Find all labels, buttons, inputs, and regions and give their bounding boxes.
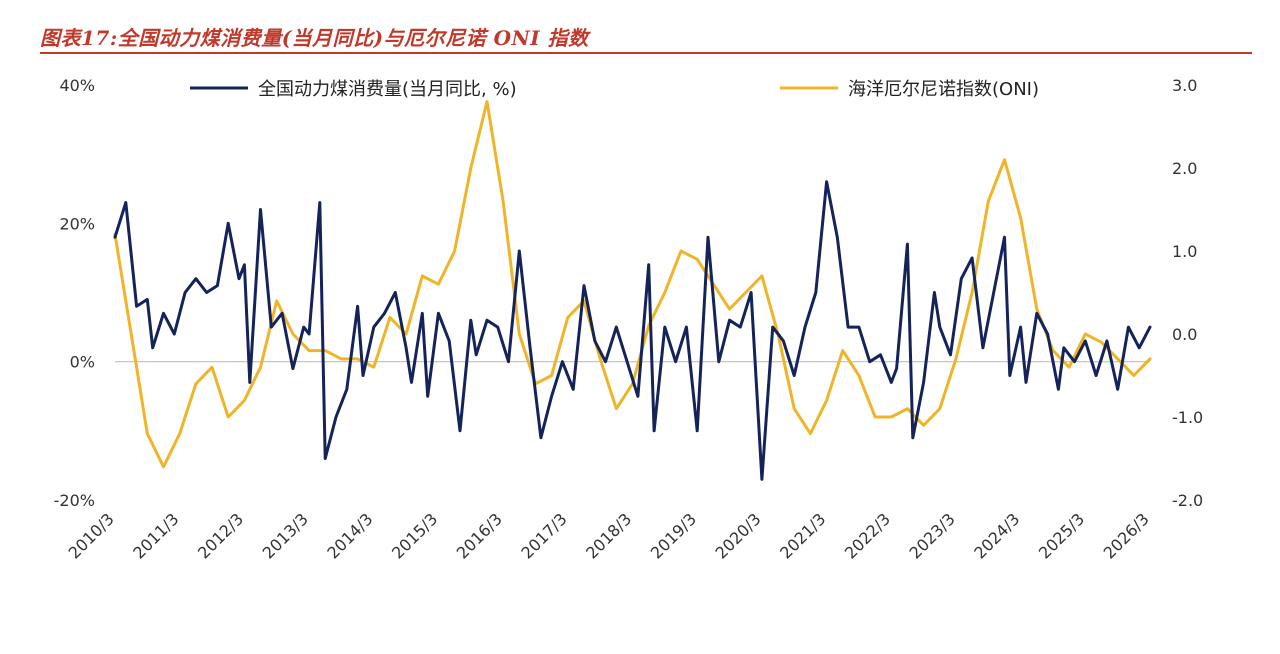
- x-tick-label: 2022/3: [841, 509, 894, 562]
- x-tick-label: 2025/3: [1035, 509, 1088, 562]
- y-left-tick-label: 0%: [70, 353, 95, 372]
- y-right-tick-label: -1.0: [1172, 408, 1203, 427]
- x-tick-label: 2011/3: [129, 509, 182, 562]
- x-tick-label: 2026/3: [1100, 509, 1153, 562]
- x-tick-label: 2018/3: [582, 509, 635, 562]
- x-tick-label: 2015/3: [388, 509, 441, 562]
- x-tick-label: 2017/3: [517, 509, 570, 562]
- x-tick-label: 2014/3: [323, 509, 376, 562]
- x-tick-label: 2016/3: [453, 509, 506, 562]
- title-rule: [40, 52, 1252, 54]
- y-left-tick-label: 20%: [59, 214, 95, 233]
- legend-label-coal: 全国动力煤消费量(当月同比, %): [258, 79, 517, 100]
- x-tick-label: 2021/3: [776, 509, 829, 562]
- y-right-tick-label: 3.0: [1172, 76, 1197, 95]
- y-right-tick-label: -2.0: [1172, 491, 1203, 510]
- y-right-tick-label: 2.0: [1172, 159, 1197, 178]
- y-right-tick-label: 1.0: [1172, 242, 1197, 261]
- legend-label-oni: 海洋厄尔尼诺指数(ONI): [848, 79, 1039, 100]
- x-tick-label: 2012/3: [194, 509, 247, 562]
- figure-title: 图表17:全国动力煤消费量(当月同比)与厄尔尼诺 ONI 指数: [40, 26, 589, 50]
- x-tick-label: 2013/3: [259, 509, 312, 562]
- x-tick-label: 2010/3: [65, 509, 118, 562]
- x-tick-label: 2019/3: [647, 509, 700, 562]
- x-tick-label: 2024/3: [970, 509, 1023, 562]
- x-tick-label: 2023/3: [906, 509, 959, 562]
- series-line-coal-consumption: [113, 180, 1152, 481]
- y-left-tick-label: -20%: [54, 491, 95, 510]
- x-tick-label: 2020/3: [711, 509, 764, 562]
- y-left-tick-label: 40%: [59, 76, 95, 95]
- y-right-tick-label: 0.0: [1172, 325, 1197, 344]
